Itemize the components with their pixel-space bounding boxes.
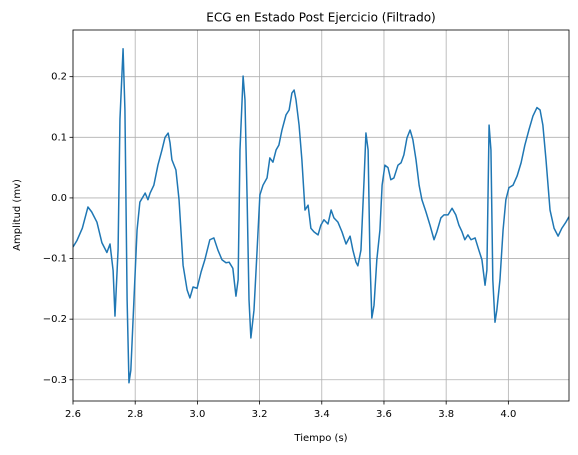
y-tick-label: −0.2: [43, 314, 67, 325]
x-tick-label: 3.8: [438, 409, 454, 420]
data-line: [73, 48, 569, 384]
y-tick-label: −0.1: [43, 254, 67, 265]
x-axis-label: Tiempo (s): [293, 433, 347, 444]
x-tick-label: 3.4: [314, 409, 330, 420]
x-tick-label: 2.8: [127, 409, 143, 420]
x-tick-label: 4.0: [500, 409, 516, 420]
x-tick-label: 3.0: [189, 409, 205, 420]
chart-title: ECG en Estado Post Ejercicio (Filtrado): [206, 11, 435, 25]
plot-frame: [72, 29, 570, 402]
y-axis-label: Amplitud (mv): [12, 179, 23, 251]
x-tick-label: 3.6: [376, 409, 392, 420]
y-tick-label: −0.3: [43, 375, 67, 386]
x-tick-label: 2.6: [65, 409, 81, 420]
y-tick-label: 0.0: [51, 193, 67, 204]
y-tick-label: 0.2: [51, 72, 67, 83]
y-tick-label: 0.1: [51, 132, 67, 143]
x-tick-label: 3.2: [252, 409, 268, 420]
